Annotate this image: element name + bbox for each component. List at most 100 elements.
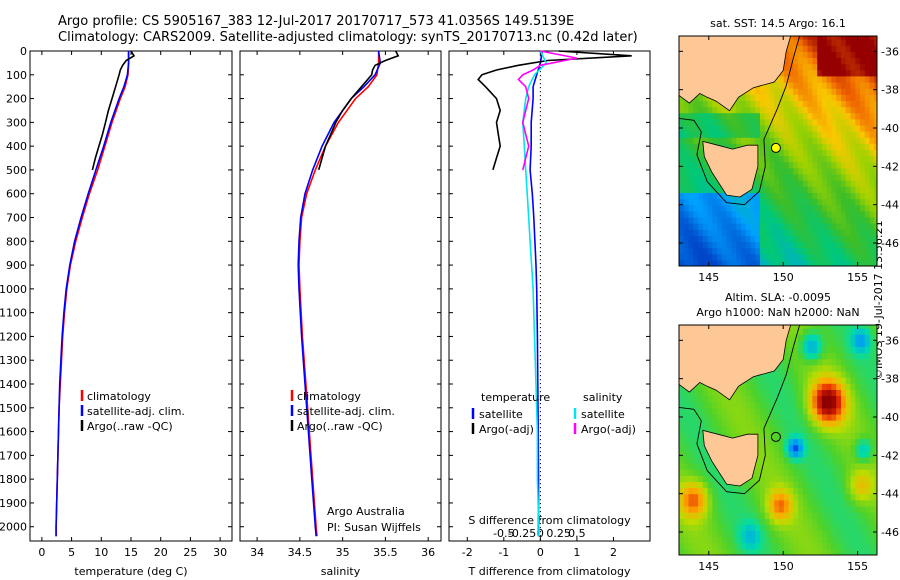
map-cell xyxy=(679,444,685,452)
map-cell xyxy=(817,45,823,52)
map-cell xyxy=(798,36,804,40)
map-cell xyxy=(798,389,804,397)
map-cell xyxy=(736,487,742,495)
map-cell xyxy=(864,426,871,433)
map-cell xyxy=(869,223,875,230)
map-cell xyxy=(779,106,785,114)
map-cell xyxy=(707,542,713,550)
map-cell xyxy=(769,499,775,507)
map-cell xyxy=(826,444,833,452)
map-cell xyxy=(731,198,737,206)
map-cell xyxy=(731,216,737,224)
map-cell xyxy=(821,124,828,132)
map-cell xyxy=(783,395,790,403)
map-cell xyxy=(774,198,780,206)
map-cell xyxy=(826,235,833,242)
map-cell xyxy=(760,450,766,458)
map-cell xyxy=(831,198,837,206)
map-cell xyxy=(864,407,871,415)
map-cell xyxy=(755,192,761,200)
map-cell xyxy=(698,112,704,120)
map-cell xyxy=(802,542,809,550)
map-cell xyxy=(764,124,771,132)
map-cell xyxy=(874,542,877,550)
map-cell xyxy=(755,204,761,212)
map-cell xyxy=(783,469,790,476)
map-cell xyxy=(855,358,861,366)
map-cell xyxy=(850,493,856,501)
map-cell xyxy=(693,112,699,120)
map-cell xyxy=(831,63,837,71)
map-cell xyxy=(841,493,847,501)
map-cell xyxy=(769,401,775,409)
map-cell xyxy=(683,174,690,181)
map-cell xyxy=(841,383,847,390)
map-cell xyxy=(850,216,856,224)
map-cell xyxy=(841,253,847,261)
map-cell xyxy=(869,124,875,132)
map-cell xyxy=(688,198,694,206)
map-cell xyxy=(836,100,842,108)
map-cell xyxy=(855,161,861,169)
map-cell xyxy=(850,518,856,525)
map-cell xyxy=(736,432,742,439)
map-cell xyxy=(821,88,828,95)
map-cell xyxy=(760,389,766,397)
map-cell xyxy=(817,548,823,555)
map-cell xyxy=(860,241,866,249)
x-tick-label: 5 xyxy=(68,546,75,559)
map-cell xyxy=(774,137,780,144)
map-cell xyxy=(860,223,866,230)
map-cell xyxy=(783,450,790,458)
map-cell xyxy=(688,536,694,544)
map-cell xyxy=(860,542,866,550)
map-cell xyxy=(698,174,704,181)
map-cell xyxy=(821,377,828,384)
map-cell xyxy=(807,395,813,403)
map-cell xyxy=(855,413,861,421)
map-cell xyxy=(750,548,756,555)
map-cell xyxy=(774,259,780,266)
map-cell xyxy=(817,340,823,347)
map-cell xyxy=(864,450,871,458)
map-cell xyxy=(826,325,833,329)
map-cell xyxy=(683,229,690,236)
map-cell xyxy=(707,395,713,403)
map-cell xyxy=(826,364,833,372)
map-cell xyxy=(788,75,794,83)
map-cell xyxy=(831,204,837,212)
map-cell xyxy=(841,131,847,138)
map-cell xyxy=(817,358,823,366)
map-cell xyxy=(836,383,842,390)
map-cell xyxy=(755,377,761,384)
map-cell xyxy=(683,487,690,495)
map-cell xyxy=(755,401,761,409)
map-cell xyxy=(821,395,828,403)
map-cell xyxy=(798,548,804,555)
map-cell xyxy=(807,241,813,249)
map-cell xyxy=(836,481,842,489)
map-cell xyxy=(779,499,785,507)
map-cell xyxy=(831,450,837,458)
map-cell xyxy=(683,210,690,218)
map-cell xyxy=(802,161,809,169)
map-cell xyxy=(864,469,871,476)
map-cell xyxy=(679,192,685,200)
map-cell xyxy=(812,186,818,193)
map-cell xyxy=(869,131,875,138)
map-cell xyxy=(774,456,780,464)
map-cell xyxy=(740,536,747,544)
map-cell xyxy=(821,174,828,181)
map-cell xyxy=(807,259,813,266)
map-cell xyxy=(807,143,813,150)
map-cell xyxy=(750,407,756,415)
map-cell xyxy=(779,530,785,538)
map-cell xyxy=(707,389,713,397)
map-cell xyxy=(836,469,842,476)
map-cell xyxy=(755,456,761,464)
map-cell xyxy=(788,426,794,433)
map-cell xyxy=(831,426,837,433)
map-cell xyxy=(760,88,766,95)
map-cell xyxy=(869,456,875,464)
map-cell xyxy=(726,259,732,266)
